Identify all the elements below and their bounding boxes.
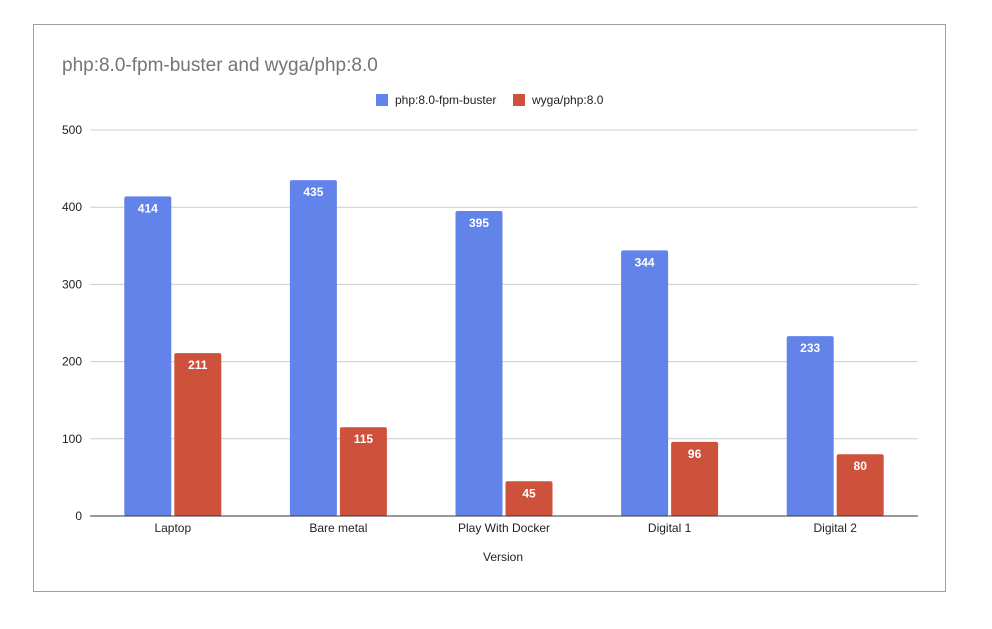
y-tick-label: 0 [75,509,82,523]
chart-title: php:8.0-fpm-buster and wyga/php:8.0 [62,55,378,76]
x-tick-label: Bare metal [309,521,367,535]
data-label: 96 [688,447,702,461]
x-axis-title: Version [483,550,523,564]
data-label: 395 [469,216,489,230]
legend-swatch-series-1 [376,94,388,106]
data-label: 45 [522,486,536,500]
legend-label-series-2: wyga/php:8.0 [531,93,604,107]
data-label: 115 [354,432,374,446]
x-axis-ticks: Laptop Bare metal Play With Docker Digital … [90,515,918,535]
legend-label-series-1: php:8.0-fpm-buster [395,93,496,107]
x-tick-label: Laptop [154,521,191,535]
bar-1-1 [124,196,172,516]
bar-1-5 [786,336,834,516]
data-label: 233 [800,341,820,355]
y-tick-label: 200 [62,355,82,369]
y-tick-label: 300 [62,277,82,291]
data-label: 414 [138,201,158,215]
x-tick-label: Play With Docker [458,521,550,535]
bar-2-5 [836,454,884,516]
x-tick-label: Digital 2 [814,521,858,535]
bar-1-2 [289,180,337,516]
legend-swatch-series-2 [513,94,525,106]
y-tick-label: 500 [62,123,82,137]
bars [124,180,884,516]
legend: php:8.0-fpm-buster wyga/php:8.0 [376,93,604,107]
bar-1-4 [621,250,669,516]
data-label: 344 [635,255,655,269]
bar-chart: php:8.0-fpm-buster and wyga/php:8.0 php:… [62,55,918,564]
bar-2-1 [174,353,222,516]
gridlines [90,129,918,440]
data-label: 435 [303,185,323,199]
x-tick-label: Digital 1 [648,521,692,535]
data-label: 80 [854,459,868,473]
y-tick-label: 100 [62,432,82,446]
y-axis-ticks: 0 100 200 300 400 500 [62,123,82,523]
data-labels: 414 211 435 115 395 45 344 96 233 80 [138,185,867,500]
data-label: 211 [188,358,208,372]
bar-1-3 [455,211,503,516]
chart-frame: php:8.0-fpm-buster and wyga/php:8.0 php:… [33,24,946,592]
bar-2-4 [671,441,719,516]
y-tick-label: 400 [62,200,82,214]
bar-2-3 [505,481,553,516]
bar-2-2 [339,427,387,516]
